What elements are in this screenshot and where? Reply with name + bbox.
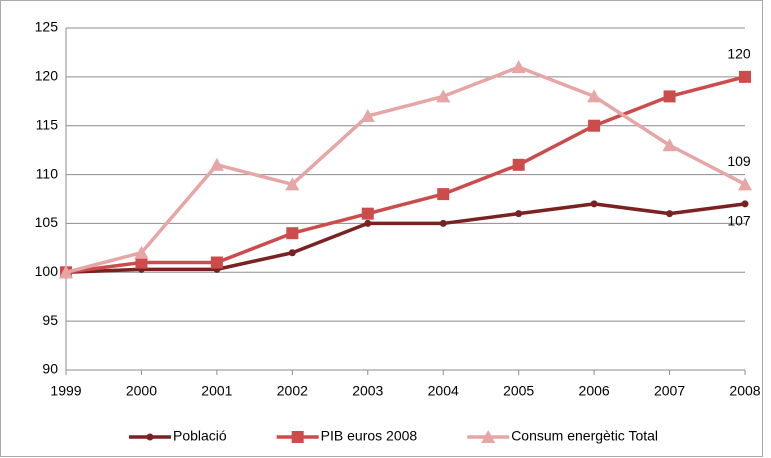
y-tick-label: 120 bbox=[35, 68, 59, 84]
x-tick-label: 2002 bbox=[277, 383, 308, 399]
data-point bbox=[361, 207, 374, 220]
y-tick-label: 110 bbox=[36, 165, 59, 181]
x-tick-label: 2006 bbox=[579, 383, 610, 399]
legend-marker bbox=[146, 433, 154, 441]
y-tick-label: 125 bbox=[35, 19, 59, 35]
data-point bbox=[738, 177, 752, 191]
data-point bbox=[515, 210, 523, 218]
data-point bbox=[364, 219, 372, 227]
legend-label: PIB euros 2008 bbox=[321, 428, 418, 444]
data-point bbox=[590, 200, 598, 208]
data-label: 109 bbox=[727, 153, 751, 169]
data-label: 120 bbox=[727, 46, 751, 62]
data-point bbox=[286, 227, 299, 240]
y-tick-label: 115 bbox=[36, 116, 59, 132]
data-point bbox=[288, 249, 296, 257]
data-point bbox=[360, 108, 375, 122]
data-point bbox=[210, 256, 223, 269]
legend-marker bbox=[291, 431, 304, 443]
y-tick-label: 105 bbox=[35, 214, 59, 230]
data-point bbox=[663, 90, 676, 103]
legend-label: Població bbox=[173, 428, 227, 444]
x-tick-label: 2007 bbox=[654, 383, 685, 399]
y-tick-label: 100 bbox=[35, 263, 59, 279]
data-point bbox=[587, 89, 602, 103]
y-tick-label: 90 bbox=[42, 361, 58, 377]
x-tick-label: 1999 bbox=[50, 383, 81, 399]
data-point bbox=[59, 265, 73, 279]
series-line bbox=[65, 202, 746, 275]
data-point bbox=[436, 89, 451, 103]
data-point bbox=[741, 200, 749, 208]
data-point bbox=[512, 158, 525, 171]
data-point bbox=[134, 245, 149, 259]
data-point bbox=[662, 138, 677, 152]
series-line bbox=[65, 75, 746, 275]
x-tick-label: 2005 bbox=[503, 383, 534, 399]
x-tick-label: 2000 bbox=[126, 383, 157, 399]
data-label: 107 bbox=[727, 213, 751, 229]
data-point bbox=[285, 177, 300, 191]
legend: Població PIB euros 2008 Consum energètic T… bbox=[128, 428, 658, 444]
data-point bbox=[511, 60, 526, 74]
data-point bbox=[437, 188, 450, 201]
legend-label: Consum energètic Total bbox=[511, 428, 658, 444]
x-tick-label: 2001 bbox=[201, 383, 232, 399]
data-point bbox=[439, 219, 447, 227]
x-tick-label: 2008 bbox=[729, 383, 760, 399]
data-point bbox=[666, 210, 674, 218]
data-point bbox=[588, 119, 601, 132]
data-point bbox=[135, 256, 148, 269]
x-tick-label: 2004 bbox=[428, 383, 459, 399]
data-point bbox=[739, 70, 751, 83]
legend-marker bbox=[481, 430, 496, 443]
series-line bbox=[65, 65, 746, 274]
y-tick-label: 95 bbox=[42, 312, 58, 328]
x-tick-label: 2003 bbox=[352, 383, 383, 399]
data-point bbox=[209, 157, 224, 171]
